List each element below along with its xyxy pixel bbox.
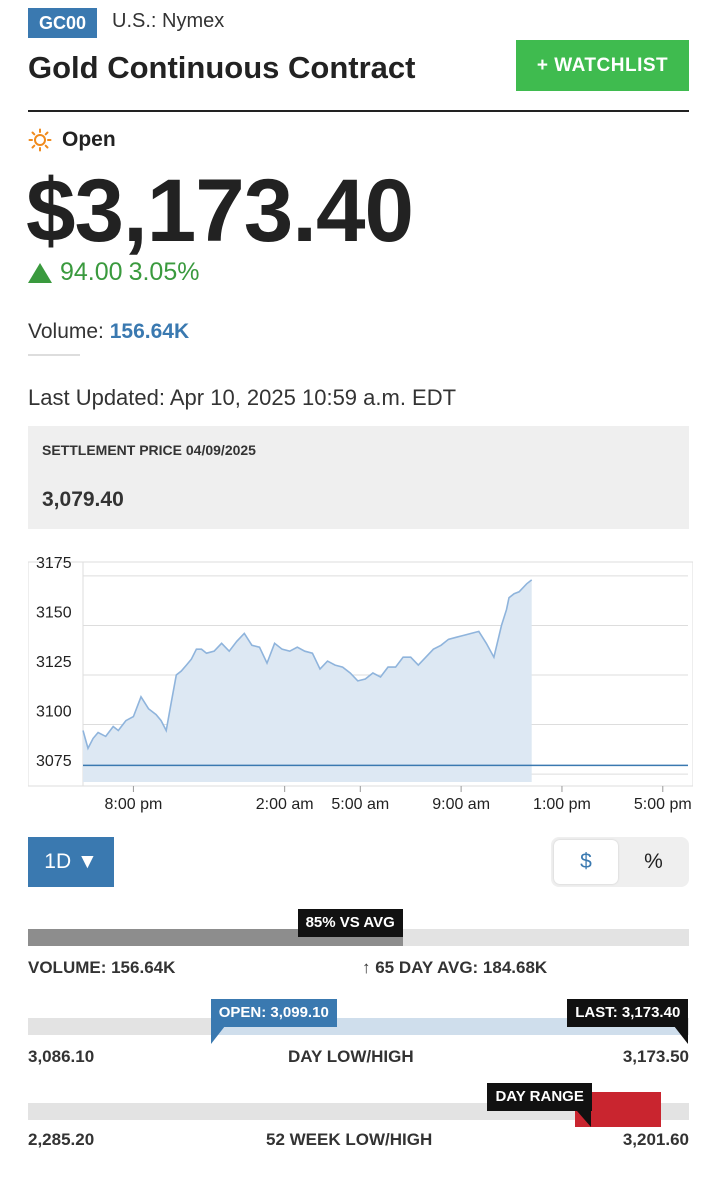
intraday-price-chart[interactable]: 3175 3150 3125 3100 3075 8:00 pm 2:00 am 5:00 a… [28,540,693,815]
toggle-percent[interactable]: % [644,850,663,873]
y-tick-label: 3150 [36,604,72,621]
settlement-value: 3,079.40 [42,488,124,511]
y-tick-label: 3075 [36,753,72,770]
x-tick-label: 1:00 pm [533,796,591,813]
week52-low: 2,285.20 [28,1130,95,1149]
y-tick-label: 3125 [36,654,72,671]
up-arrow-icon [28,262,52,283]
volume-vs-avg-tag: 85% VS AVG [297,909,403,937]
add-watchlist-button[interactable]: + WATCHLIST [516,40,689,91]
x-tick-label: 2:00 am [256,796,314,813]
last-updated: Last Updated: Apr 10, 2025 10:59 a.m. ED… [28,385,457,410]
week52-range-label: 52 WEEK LOW/HIGH [266,1130,433,1149]
last-price-tag: LAST: 3,173.40 [567,999,689,1027]
contract-title: Gold Continuous Contract [28,50,416,85]
x-tick-label: 5:00 am [331,796,389,813]
volume-bar-label: VOLUME: 156.64K [28,958,176,977]
market-status-label: Open [62,128,116,151]
exchange-label: U.S.: Nymex [112,10,225,32]
settlement-label: SETTLEMENT PRICE 04/09/2025 [42,442,256,458]
y-tick-label: 3175 [36,555,72,572]
day-range-label: DAY LOW/HIGH [288,1047,414,1066]
change-value: 94.00 [60,258,123,286]
x-tick-label: 8:00 pm [105,796,163,813]
x-tick-label: 5:00 pm [634,796,692,813]
market-status: Open [28,126,116,154]
last-pointer-icon [674,1026,689,1044]
volume-summary: Volume: 156.64K [28,320,189,344]
quote-header: GC00 U.S.: Nymex Gold Continuous Contrac… [28,8,689,112]
day-low: 3,086.10 [28,1047,95,1066]
toggle-dollar[interactable]: $ [554,840,618,884]
settlement-panel: SETTLEMENT PRICE 04/09/2025 3,079.40 [28,426,689,529]
x-tick-label: 9:00 am [432,796,490,813]
volume-value: 156.64K [109,320,190,343]
change-percent: 3.05% [128,258,200,286]
sun-icon [28,128,52,152]
open-pointer-icon [210,1026,225,1044]
volume-label: Volume: [28,320,104,343]
unit-toggle: $ % [551,837,689,887]
day-high: 3,173.50 [622,1047,689,1066]
y-tick-label: 3100 [36,704,72,721]
day-range-tag: DAY RANGE [487,1083,592,1111]
divider [28,354,80,356]
avg-volume-label: ↑ 65 DAY AVG: 184.68K [362,958,548,977]
week52-high: 3,201.60 [622,1130,689,1149]
day-range-pointer-icon [577,1111,592,1127]
price-area [83,579,532,782]
open-price-tag: OPEN: 3,099.10 [210,999,337,1027]
price-line [82,579,533,751]
price-change: 94.00 3.05% [28,258,205,287]
period-dropdown[interactable]: 1D ▼ [28,837,114,887]
ticker-badge: GC00 [28,8,97,38]
last-price: $3,173.40 [26,160,414,260]
